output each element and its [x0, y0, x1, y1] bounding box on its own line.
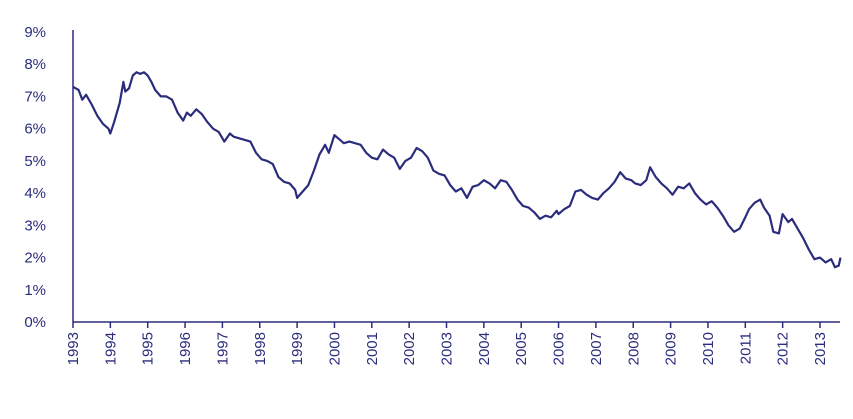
- x-tick-label: 1999: [289, 332, 306, 365]
- x-tick-label: 2006: [551, 332, 568, 365]
- x-tick-label: 2002: [401, 332, 418, 365]
- x-tick-label: 2007: [588, 332, 605, 365]
- y-tick-label: 1%: [24, 282, 46, 299]
- y-tick-label: 3%: [24, 217, 46, 234]
- x-tick-label: 2009: [663, 332, 680, 365]
- x-tick-label: 1997: [214, 332, 231, 365]
- x-tick-label: 2005: [513, 332, 530, 365]
- x-tick-label: 1996: [177, 332, 194, 365]
- y-tick-label: 0%: [24, 314, 46, 331]
- x-axis-tick-labels: 1993 1994 1995 1996 1997 1998 1999 2000 2001 2002…: [65, 332, 829, 365]
- x-tick-label: 2000: [326, 332, 343, 365]
- y-tick-label: 5%: [24, 153, 46, 170]
- x-tick-label: 1995: [140, 332, 157, 365]
- series-layer: [72, 71, 842, 269]
- x-tick-label: 1994: [102, 332, 119, 365]
- x-tick-label: 2001: [364, 332, 381, 365]
- y-tick-label: 8%: [24, 56, 46, 73]
- x-tick-label: 2011: [737, 332, 754, 364]
- y-tick-label: 6%: [24, 121, 46, 138]
- y-tick-label: 2%: [24, 250, 46, 267]
- y-axis-tick-labels: 0% 1% 2% 3% 4% 5% 6% 7% 8% 9%: [24, 24, 46, 331]
- x-tick-label: 1998: [252, 332, 269, 365]
- x-tick-label: 2012: [775, 332, 792, 365]
- x-tick-label: 2013: [812, 332, 829, 365]
- series-line-1: [72, 71, 842, 269]
- y-tick-label: 9%: [24, 24, 46, 41]
- y-tick-label: 4%: [24, 185, 46, 202]
- x-tick-label: 2010: [700, 332, 717, 365]
- x-axis-ticks: [72, 322, 821, 328]
- x-tick-label: 2004: [476, 332, 493, 365]
- y-tick-label: 7%: [24, 88, 46, 105]
- x-tick-label: 2003: [439, 332, 456, 365]
- x-tick-label: 2008: [625, 332, 642, 365]
- x-tick-label: 1993: [65, 332, 82, 365]
